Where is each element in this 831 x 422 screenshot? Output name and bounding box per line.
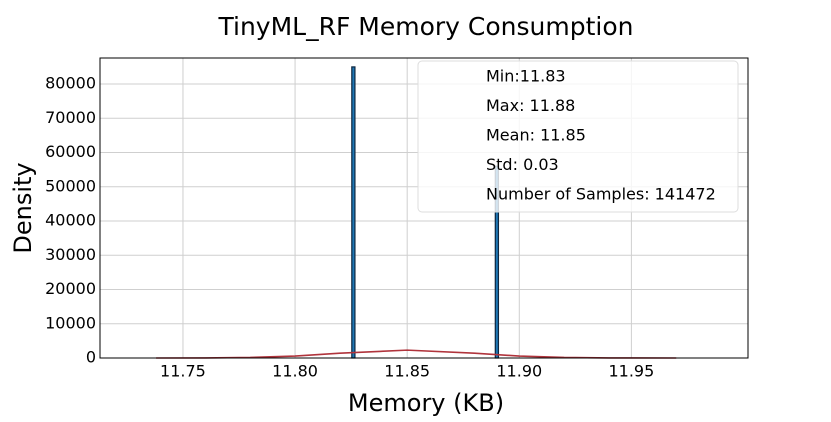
x-axis-label: Memory (KB) [348,389,504,417]
annotation-box [417,60,739,213]
annotation-text: Mean: 11.85 [486,126,586,145]
x-tick-label: 11.85 [384,362,430,381]
annotation-text: Number of Samples: 141472 [486,185,716,204]
y-tick-label: 70000 [45,108,96,127]
y-tick-label: 80000 [45,74,96,93]
plot-frame [99,57,749,359]
annotation-text: Max: 11.88 [486,96,575,115]
x-tick-label: 11.75 [160,362,206,381]
y-tick-label: 50000 [45,176,96,195]
y-tick-label: 30000 [45,245,96,264]
annotation-text: Std: 0.03 [486,155,559,174]
x-tick-label: 11.90 [496,362,542,381]
y-tick-label: 60000 [45,142,96,161]
density-curve [156,349,677,359]
y-axis-label: Density [9,162,37,253]
x-tick-label: 11.80 [272,362,318,381]
y-tick-label: 40000 [45,211,96,230]
x-tick-label: 11.95 [608,362,654,381]
annotation-text: Min:11.83 [486,67,566,86]
chart-title: TinyML_RF Memory Consumption [218,12,634,41]
bar [351,66,356,359]
y-tick-label: 10000 [45,313,96,332]
y-tick-label: 0 [86,348,96,367]
y-tick-label: 20000 [45,279,96,298]
